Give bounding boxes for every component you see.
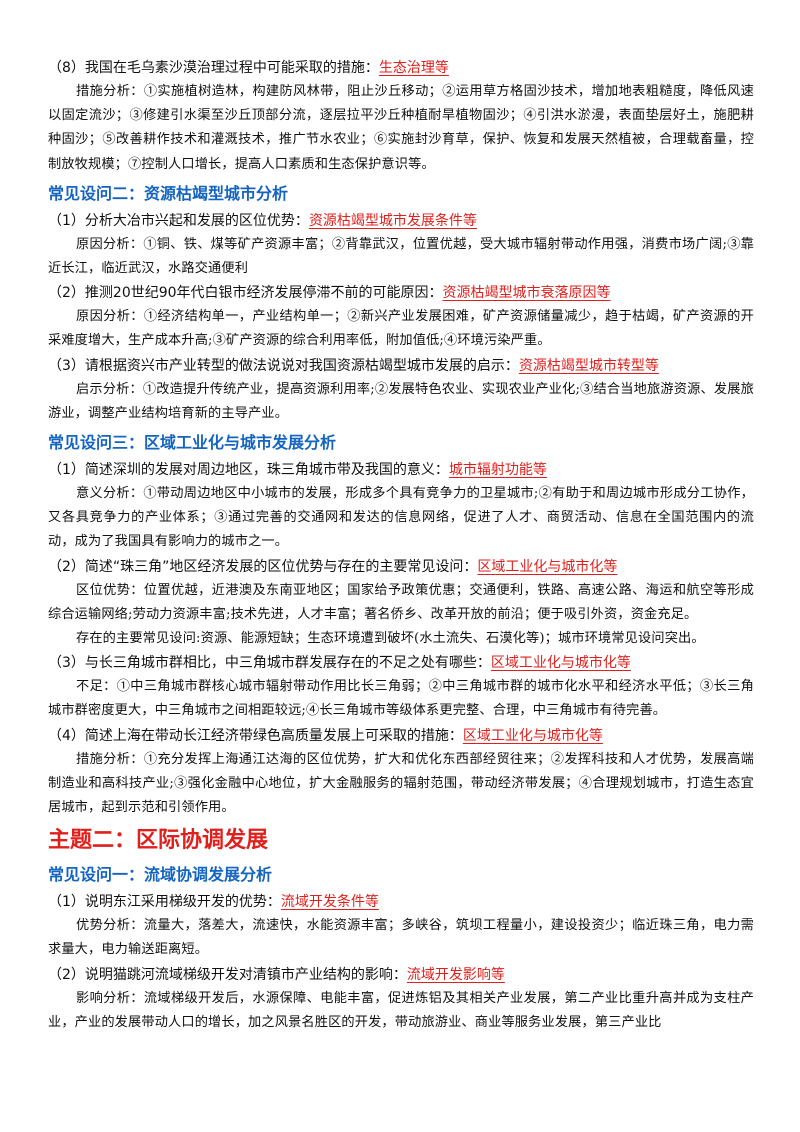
question-line: （2）简述“珠三角”地区经济发展的区位优势与存在的主要常见设问：区域工业化与城市… xyxy=(48,555,754,579)
answer-category-link[interactable]: 城市辐射功能等 xyxy=(448,462,547,479)
answer-category-link[interactable]: 流域开发影响等 xyxy=(406,966,505,983)
question-line: （2）推测20世纪90年代白银市经济发展停滞不前的可能原因：资源枯竭型城市衰落原… xyxy=(48,281,754,305)
question-line: （8）我国在毛乌素沙漠治理过程中可能采取的措施：生态治理等 xyxy=(48,56,754,80)
answer-category-link[interactable]: 资源枯竭型城市转型等 xyxy=(518,357,659,374)
question-line: （3）请根据资兴市产业转型的做法说说对我国资源枯竭型城市发展的启示：资源枯竭型城… xyxy=(48,354,754,378)
analysis-paragraph: 原因分析：①铜、铁、煤等矿产资源丰富；②背靠武汉，位置优越，受大城市辐射带动作用… xyxy=(48,236,754,277)
question-line: （2）说明猫跳河流域梯级开发对清镇市产业结构的影响：流域开发影响等 xyxy=(48,963,754,987)
section-heading: 常见设问二：资源枯竭型城市分析 xyxy=(48,183,289,203)
analysis-paragraph: 启示分析：①改造提升传统产业，提高资源利用率;②发展特色农业、实现农业产业化;③… xyxy=(48,381,754,421)
question-line: （1）分析大冶市兴起和发展的区位优势：资源枯竭型城市发展条件等 xyxy=(48,209,754,233)
answer-category-link[interactable]: 生态治理等 xyxy=(378,60,449,76)
question-line: （1）简述深圳的发展对周边地区，珠三角城市带及我国的意义：城市辐射功能等 xyxy=(48,458,754,482)
analysis-paragraph: 原因分析：①经济结构单一，产业结构单一；②新兴产业发展困难，矿产资源储量减少，趋… xyxy=(48,309,754,349)
question-text: （3）请根据资兴市产业转型的做法说说对我国资源枯竭型城市发展的启示： xyxy=(48,357,519,374)
answer-category-link[interactable]: 区域工业化与城市化等 xyxy=(462,727,603,744)
analysis-paragraph: 措施分析：①充分发挥上海通江达海的区位优势，扩大和优化东西部经贸往来；②发挥科技… xyxy=(48,751,754,816)
question-text: （3）与长三角城市群相比，中三角城市群发展存在的不足之处有哪些： xyxy=(48,655,491,672)
analysis-paragraph: 不足：①中三角城市群核心城市辐射带动作用比长三角弱；②中三角城市群的城市化水平和… xyxy=(48,679,754,719)
answer-category-link[interactable]: 区域工业化与城市化等 xyxy=(490,655,631,672)
answer-category-link[interactable]: 资源枯竭型城市衰落原因等 xyxy=(442,285,611,302)
analysis-paragraph: 优势分析：流量大，落差大，流速快，水能资源丰富；多峡谷，筑坝工程量小，建设投资少… xyxy=(48,918,754,958)
analysis-paragraph: 存在的主要常见设问:资源、能源短缺；生态环境遭到破坏(水土流失、石漠化等)；城市… xyxy=(76,631,705,647)
analysis-paragraph: 区位优势：位置优越，近港澳及东南亚地区；国家给予政策优惠；交通便利，铁路、高速公… xyxy=(48,582,754,622)
question-line: （1）说明东江采用梯级开发的优势：流域开发条件等 xyxy=(48,890,754,914)
question-text: （2）推测20世纪90年代白银市经济发展停滞不前的可能原因： xyxy=(48,285,443,302)
question-text: （8）我国在毛乌素沙漠治理过程中可能采取的措施： xyxy=(48,60,379,76)
analysis-paragraph: 影响分析：流域梯级开发后，水源保障、电能丰富，促进炼铝及其相关产业发展，第二产业… xyxy=(48,990,754,1030)
answer-category-link[interactable]: 流域开发条件等 xyxy=(280,894,379,911)
section-heading: 常见设问一：流域协调发展分析 xyxy=(48,865,273,885)
answer-category-link[interactable]: 区域工业化与城市化等 xyxy=(477,558,618,575)
question-text: （2）简述“珠三角”地区经济发展的区位优势与存在的主要常见设问： xyxy=(48,558,478,575)
question-line: （3）与长三角城市群相比，中三角城市群发展存在的不足之处有哪些：区域工业化与城市… xyxy=(48,651,754,675)
section-heading: 常见设问三：区域工业化与城市发展分析 xyxy=(48,433,337,453)
question-text: （1）简述深圳的发展对周边地区，珠三角城市带及我国的意义： xyxy=(48,462,449,479)
question-line: （4）简述上海在带动长江经济带绿色高质量发展上可采取的措施：区域工业化与城市化等 xyxy=(48,724,754,748)
analysis-paragraph: 措施分析：①实施植树造林，构建防风林带，阻止沙丘移动；②运用草方格固沙技术，增加… xyxy=(48,84,754,172)
question-text: （1）分析大冶市兴起和发展的区位优势： xyxy=(48,212,309,229)
topic-heading: 主题二：区际协调发展 xyxy=(48,828,269,854)
question-text: （2）说明猫跳河流域梯级开发对清镇市产业结构的影响： xyxy=(48,966,407,983)
question-text: （4）简述上海在带动长江经济带绿色高质量发展上可采取的措施： xyxy=(48,727,463,744)
question-text: （1）说明东江采用梯级开发的优势： xyxy=(48,894,281,911)
analysis-paragraph: 意义分析：①带动周边地区中小城市的发展，形成多个具有竞争力的卫星城市;②有助于和… xyxy=(48,486,754,550)
document-content: （8）我国在毛乌素沙漠治理过程中可能采取的措施：生态治理等措施分析：①实施植树造… xyxy=(48,56,754,1035)
answer-category-link[interactable]: 资源枯竭型城市发展条件等 xyxy=(308,212,477,229)
